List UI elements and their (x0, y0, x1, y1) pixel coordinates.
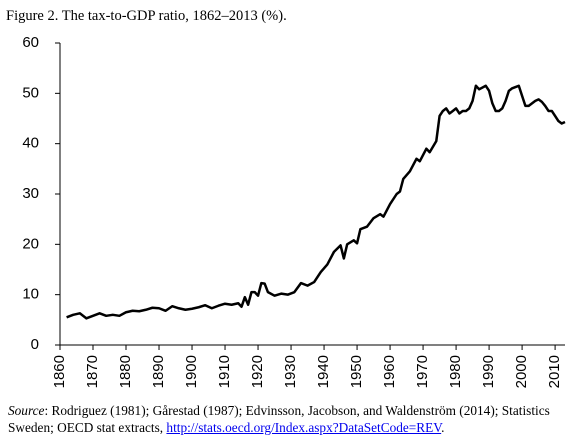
x-tick-label: 1930 (282, 355, 299, 388)
x-tick-label: 1910 (216, 355, 233, 388)
x-tick-label: 1900 (183, 355, 200, 388)
source-text: : Rodriguez (1981); Gårestad (1987); Edv… (8, 403, 550, 435)
x-tick-label: 1890 (150, 355, 167, 388)
y-tick-label: 0 (31, 336, 39, 353)
chart-title: Figure 2. The tax-to-GDP ratio, 1862–201… (6, 8, 287, 24)
y-tick-label: 30 (22, 185, 39, 202)
x-tick-label: 1870 (84, 355, 101, 388)
y-tick-label: 40 (22, 135, 39, 152)
x-tick-label: 2000 (513, 355, 530, 388)
x-tick-label: 1880 (117, 355, 134, 388)
x-tick-label: 1960 (381, 355, 398, 388)
y-tick-label: 60 (22, 34, 39, 51)
y-tick-label: 20 (22, 235, 39, 252)
source-end: . (441, 420, 445, 435)
x-tick-label: 1940 (315, 355, 332, 388)
data-line (66, 84, 566, 320)
source-link[interactable]: http://stats.oecd.org/Index.aspx?DataSet… (166, 420, 442, 435)
x-tick-label: 1950 (348, 355, 365, 388)
source-note: Source: Rodriguez (1981); Gårestad (1987… (8, 402, 570, 436)
chart: Figure 2. The tax-to-GDP ratio, 1862–201… (6, 8, 566, 388)
x-tick-label: 1860 (51, 355, 68, 388)
source-label: Source (8, 403, 45, 418)
x-tick-label: 1980 (447, 355, 464, 388)
x-tick-label: 1990 (480, 355, 497, 388)
x-tick-label: 2010 (546, 355, 563, 388)
x-tick-label: 1920 (249, 355, 266, 388)
x-tick-label: 1970 (414, 355, 431, 388)
y-tick-label: 50 (22, 84, 39, 101)
y-tick-label: 10 (22, 286, 39, 303)
